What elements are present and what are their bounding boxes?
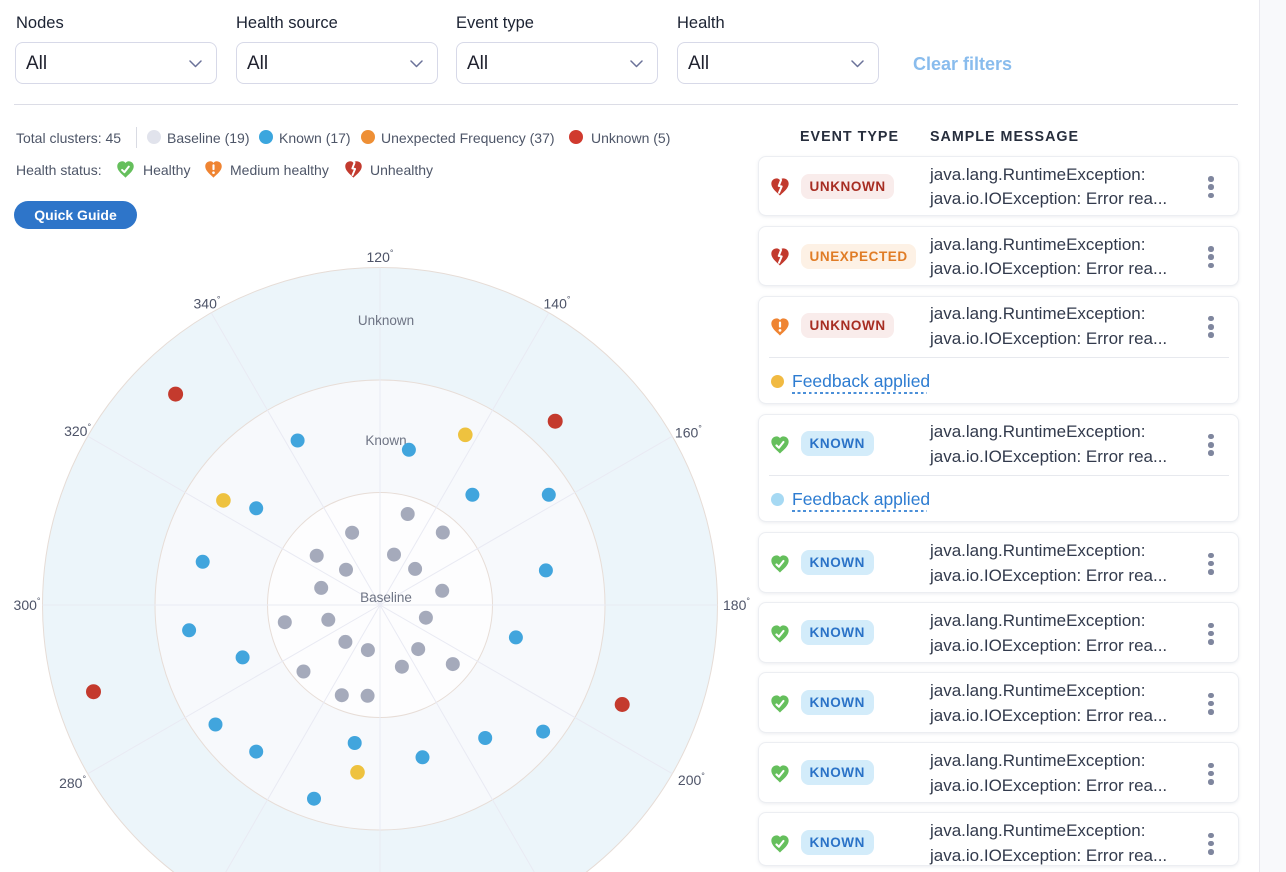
svg-text:320°: 320° bbox=[64, 422, 91, 439]
svg-text:300°: 300° bbox=[14, 596, 41, 613]
svg-text:Known: Known bbox=[365, 433, 406, 448]
svg-text:340°: 340° bbox=[194, 295, 221, 312]
svg-text:Unknown: Unknown bbox=[358, 313, 414, 328]
svg-text:180°: 180° bbox=[723, 596, 750, 613]
svg-text:120°: 120° bbox=[367, 248, 394, 265]
svg-text:160°: 160° bbox=[675, 424, 702, 441]
svg-text:280°: 280° bbox=[59, 774, 86, 791]
svg-text:Baseline: Baseline bbox=[360, 590, 412, 605]
svg-text:200°: 200° bbox=[678, 771, 705, 788]
svg-text:140°: 140° bbox=[544, 295, 571, 312]
